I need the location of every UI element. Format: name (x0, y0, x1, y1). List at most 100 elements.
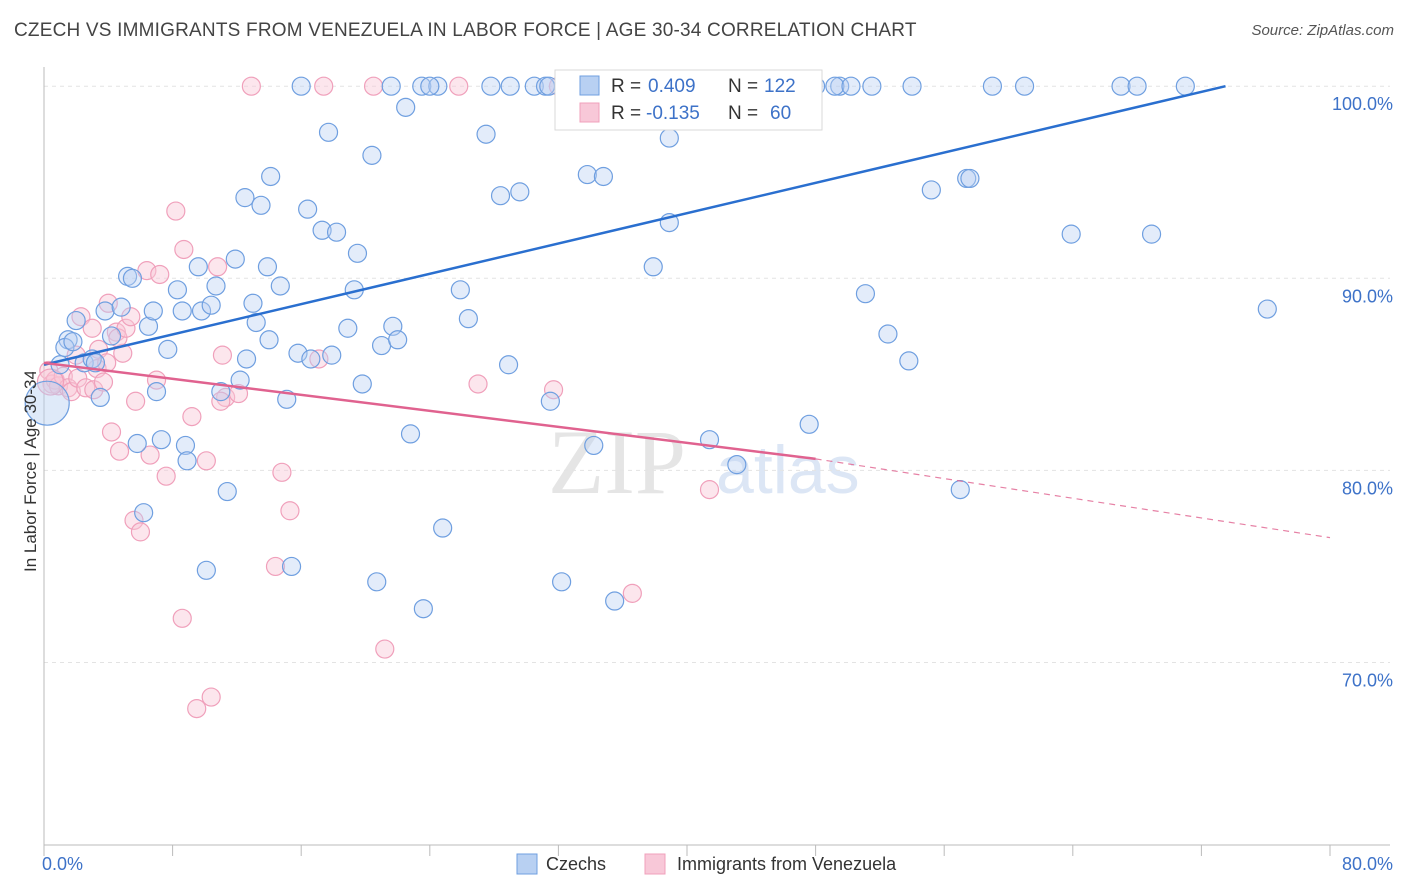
venezuela-point (150, 264, 170, 285)
y-axis-title-box: In Labor Force | Age 30-34 (21, 372, 40, 572)
czechs-point (862, 76, 882, 96)
czechs-point (63, 332, 83, 352)
czechs-point (540, 391, 560, 411)
czechs-point (298, 199, 318, 219)
venezuela-point (201, 687, 221, 707)
venezuela-point (699, 480, 720, 500)
venezuela-n-label: N = (728, 103, 758, 124)
czechs-point (347, 243, 368, 263)
chart-title: CZECH VS IMMIGRANTS FROM VENEZUELA IN LA… (14, 20, 917, 41)
czechs-r-value: 0.409 (648, 76, 696, 97)
czechs-point (605, 591, 625, 611)
czechs-n-label: N = (728, 76, 758, 97)
venezuela-point (93, 372, 114, 392)
czechs-point (188, 257, 208, 277)
czechs-point (134, 503, 154, 523)
czechs-point (1127, 76, 1147, 96)
venezuela-point (187, 699, 207, 719)
czechs-point (481, 76, 501, 96)
venezuela-point (208, 257, 228, 277)
venezuela-r-label: R = (611, 103, 641, 124)
czechs-point (225, 249, 245, 269)
czechs-point (301, 349, 321, 369)
czechs-point (151, 430, 171, 450)
czechs-point (291, 76, 311, 96)
venezuela-point (212, 345, 233, 365)
venezuela-point (126, 391, 146, 411)
x-tick-label-min: 0.0% (42, 854, 83, 874)
czechs-point (122, 268, 143, 288)
czechs-point (201, 295, 221, 315)
venezuela-point (174, 239, 194, 260)
venezuela-point (156, 466, 176, 486)
czechs-point (362, 145, 382, 165)
czechs-point (982, 76, 1003, 96)
venezuela-point (182, 407, 202, 427)
czechs-point (243, 293, 263, 313)
czechs-point (143, 301, 163, 321)
czechs-point (158, 339, 178, 359)
czechs-point (388, 330, 408, 350)
czechs-point (172, 301, 192, 321)
czechs-point (799, 414, 819, 434)
czechs-point (727, 455, 747, 475)
czechs-point (458, 309, 478, 329)
czechs-point (326, 222, 347, 242)
watermark-zip: ZIP (548, 411, 686, 513)
czechs-point (855, 284, 876, 304)
czechs-n-value: 122 (764, 76, 796, 97)
czechs-point (95, 301, 115, 321)
czechs-point (902, 76, 922, 96)
czechs-point (367, 572, 387, 592)
venezuela-trend-line (43, 361, 816, 461)
czechs-point (1141, 224, 1162, 244)
czechs-point (500, 76, 520, 96)
venezuela-point (272, 462, 292, 482)
legend-venezuela-label: Immigrants from Venezuela (677, 854, 897, 874)
venezuela-point (449, 76, 469, 96)
venezuela-point (172, 608, 192, 628)
czechs-point (524, 76, 544, 96)
czechs-point (841, 76, 861, 96)
venezuela-point (130, 522, 151, 542)
venezuela-cluster-point (36, 368, 65, 396)
venezuela-point (121, 307, 141, 327)
legend-czechs-label: Czechs (546, 854, 606, 874)
venezuela-point (314, 76, 334, 96)
czechs-point (138, 316, 159, 336)
venezuela-point (468, 374, 488, 394)
czechs-point (167, 280, 188, 300)
czechs-swatch (579, 75, 600, 96)
czechs-point (412, 76, 432, 96)
czechs-point (960, 168, 980, 189)
czechs-point (230, 370, 250, 390)
czechs-point (476, 124, 496, 144)
czechs-cluster-point (24, 380, 70, 426)
venezuela-point (375, 639, 395, 659)
venezuela-point (309, 349, 329, 369)
czechs-point (352, 374, 372, 394)
venezuela-n-value: 60 (770, 103, 791, 124)
czechs-point (1257, 299, 1277, 319)
czechs-point (175, 435, 196, 456)
venezuela-point (166, 201, 186, 221)
czechs-point (593, 166, 614, 187)
czechs-point (428, 76, 448, 96)
czechs-point (251, 195, 271, 215)
czechs-point (206, 276, 226, 296)
czechs-point (217, 481, 237, 502)
venezuela-point (622, 583, 642, 603)
y-tick-label: 80.0% (1342, 478, 1393, 498)
czechs-point (66, 310, 86, 331)
czechs-point (577, 164, 597, 185)
czechs-point (1061, 224, 1081, 244)
czechs-point (318, 122, 339, 142)
czechs-point (643, 257, 663, 277)
venezuela-point (363, 76, 384, 96)
venezuela-r-value: -0.135 (646, 103, 700, 124)
czechs-point (312, 220, 332, 240)
venezuela-point (196, 451, 216, 471)
axes: 70.0% 80.0% 90.0% 100.0% 0.0% 80.0% (42, 67, 1393, 874)
y-axis-title: In Labor Force | Age 30-34 (21, 372, 40, 572)
